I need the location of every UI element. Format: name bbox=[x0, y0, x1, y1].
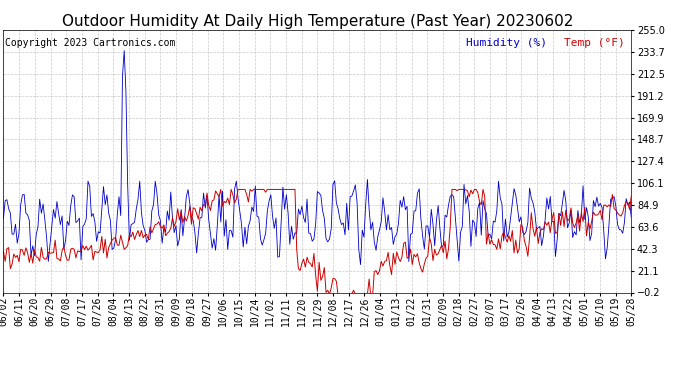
Text: Copyright 2023 Cartronics.com: Copyright 2023 Cartronics.com bbox=[5, 38, 175, 48]
Text: Temp (°F): Temp (°F) bbox=[564, 38, 625, 48]
Text: Humidity (%): Humidity (%) bbox=[466, 38, 554, 48]
Title: Outdoor Humidity At Daily High Temperature (Past Year) 20230602: Outdoor Humidity At Daily High Temperatu… bbox=[61, 14, 573, 29]
